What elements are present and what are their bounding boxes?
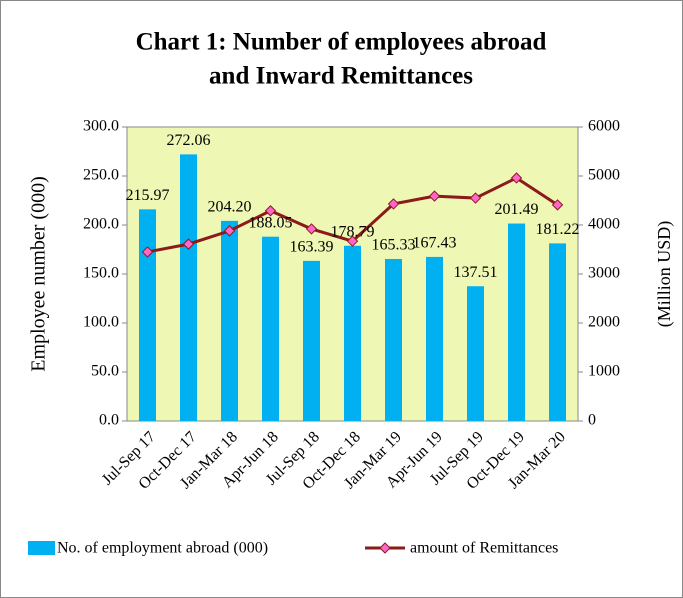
data-label: 201.49 — [495, 201, 539, 218]
line-marker — [223, 225, 236, 237]
line-marker — [551, 199, 564, 211]
bar — [426, 256, 443, 421]
bar — [221, 220, 238, 421]
y-tick-label: 0.0 — [99, 412, 119, 429]
legend-marker — [379, 542, 391, 554]
bar — [262, 236, 279, 421]
data-label: 204.20 — [208, 199, 252, 216]
bar — [139, 209, 156, 421]
line-marker — [141, 246, 154, 258]
bar — [344, 245, 361, 421]
line-marker — [264, 205, 277, 217]
y-tick-label: 250.0 — [83, 167, 119, 184]
chart-title: Chart 1: Number of employees abroad — [136, 29, 547, 56]
chart-title: and Inward Remittances — [209, 63, 473, 90]
bar — [508, 223, 525, 421]
data-label: 215.97 — [126, 187, 170, 204]
y2-tick-label: 5000 — [588, 167, 620, 184]
line-marker — [182, 238, 195, 250]
legend-label: amount of Remittances — [410, 540, 558, 557]
y2-tick-label: 4000 — [588, 216, 620, 233]
y2-tick-label: 0 — [588, 412, 596, 429]
data-label: 188.05 — [249, 214, 293, 231]
legend-label: No. of employment abroad (000) — [57, 540, 268, 557]
line-marker — [428, 190, 441, 202]
bar — [303, 260, 320, 421]
data-label: 137.51 — [454, 264, 498, 281]
line-marker — [305, 223, 318, 235]
y-tick-label: 150.0 — [83, 265, 119, 282]
data-label: 165.33 — [372, 237, 416, 254]
y2-tick-label: 1000 — [588, 363, 620, 380]
line-marker — [510, 172, 523, 184]
y-tick-label: 100.0 — [83, 314, 119, 331]
y-tick-label: 200.0 — [83, 216, 119, 233]
line-marker — [387, 198, 400, 210]
line-marker — [469, 192, 482, 204]
y2-axis-label: (Million USD) — [654, 221, 675, 328]
bar — [180, 154, 197, 421]
y-tick-label: 50.0 — [91, 363, 119, 380]
y2-tick-label: 6000 — [588, 118, 620, 135]
y-axis-label: Employee number (000) — [28, 176, 50, 372]
y2-tick-label: 2000 — [588, 314, 620, 331]
data-label: 181.22 — [536, 221, 580, 238]
y2-tick-label: 3000 — [588, 265, 620, 282]
data-label: 178.79 — [331, 223, 375, 240]
data-label: 163.39 — [290, 239, 334, 256]
y-tick-label: 300.0 — [83, 118, 119, 135]
line-marker — [346, 235, 359, 247]
bar — [385, 258, 402, 421]
bar — [549, 243, 566, 421]
data-label: 167.43 — [413, 235, 457, 252]
data-label: 272.06 — [167, 132, 211, 149]
bar — [467, 286, 484, 421]
legend-swatch — [28, 541, 55, 555]
